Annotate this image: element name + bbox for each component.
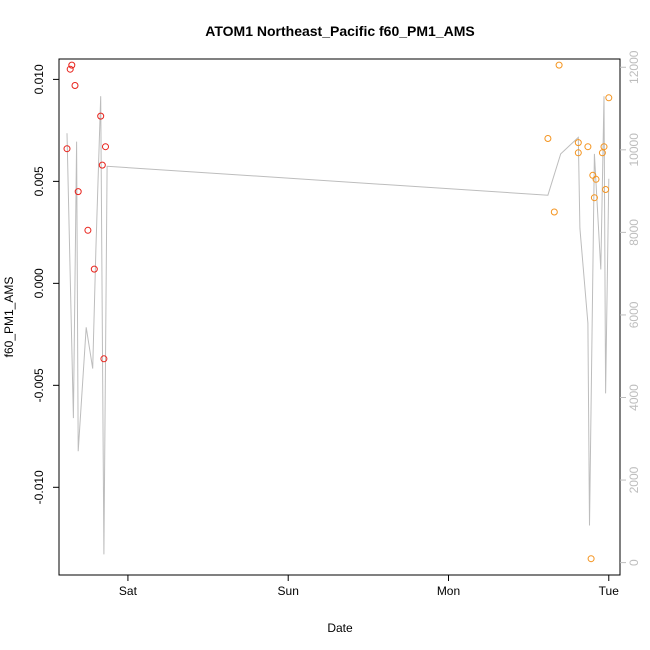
data-point-series-2 bbox=[574, 149, 582, 157]
y-tick-label: 0.000 bbox=[32, 268, 46, 298]
y2-tick-label: 0 bbox=[627, 559, 641, 566]
data-point-series-1 bbox=[97, 112, 105, 120]
x-tick-label: Sat bbox=[119, 584, 138, 598]
data-point-series-2 bbox=[574, 139, 582, 147]
y2-tick-label: 10000 bbox=[627, 133, 641, 167]
data-point-series-1 bbox=[100, 355, 108, 363]
data-point-series-2 bbox=[590, 194, 598, 202]
data-point-series-1 bbox=[66, 65, 74, 73]
y2-tick-label: 2000 bbox=[627, 466, 641, 493]
y-tick-label: -0.005 bbox=[32, 368, 46, 402]
secondary-line bbox=[66, 96, 610, 555]
data-point-series-2 bbox=[555, 61, 563, 69]
y2-tick-label: 4000 bbox=[627, 384, 641, 411]
x-tick-label: Mon bbox=[437, 584, 460, 598]
data-point-series-2 bbox=[600, 143, 608, 151]
data-point-series-1 bbox=[102, 143, 109, 151]
y-tick-label: 0.005 bbox=[32, 166, 46, 196]
data-point-series-1 bbox=[98, 161, 106, 169]
y2-tick-label: 12000 bbox=[627, 50, 641, 84]
axis-layer: Sat Sun Mon Tue 0.010 0.005 0.000 -0.005 -0.010 0… bbox=[32, 50, 641, 598]
data-point-series-2 bbox=[544, 135, 552, 142]
data-point-series-1 bbox=[74, 188, 82, 196]
x-tick-label: Sun bbox=[278, 584, 299, 598]
y-axis-title: f60_PM1_AMS bbox=[2, 277, 16, 358]
y2-tick-label: 6000 bbox=[627, 301, 641, 328]
data-point-series-2 bbox=[587, 555, 595, 563]
data-point-series-1 bbox=[71, 82, 79, 89]
plot-frame bbox=[58, 58, 621, 576]
data-point-series-2 bbox=[605, 94, 613, 102]
data-point-series-2 bbox=[592, 175, 600, 183]
x-tick-label: Tue bbox=[599, 584, 620, 598]
data-point-series-2 bbox=[550, 208, 558, 216]
data-point-series-1 bbox=[84, 226, 92, 234]
data-point-series-1 bbox=[90, 265, 98, 273]
x-axis-title: Date bbox=[327, 621, 353, 635]
y-tick-label: -0.010 bbox=[32, 470, 46, 504]
data-point-series-1 bbox=[63, 145, 71, 153]
points-layer bbox=[63, 61, 613, 563]
chart-title: ATOM1 Northeast_Pacific f60_PM1_AMS bbox=[205, 23, 474, 39]
data-point-series-1 bbox=[68, 61, 76, 69]
y2-tick-label: 8000 bbox=[627, 219, 641, 246]
data-point-series-2 bbox=[584, 143, 592, 151]
data-point-series-2 bbox=[602, 186, 610, 193]
y-tick-label: 0.010 bbox=[32, 64, 46, 94]
secondary-line-layer bbox=[66, 96, 610, 555]
